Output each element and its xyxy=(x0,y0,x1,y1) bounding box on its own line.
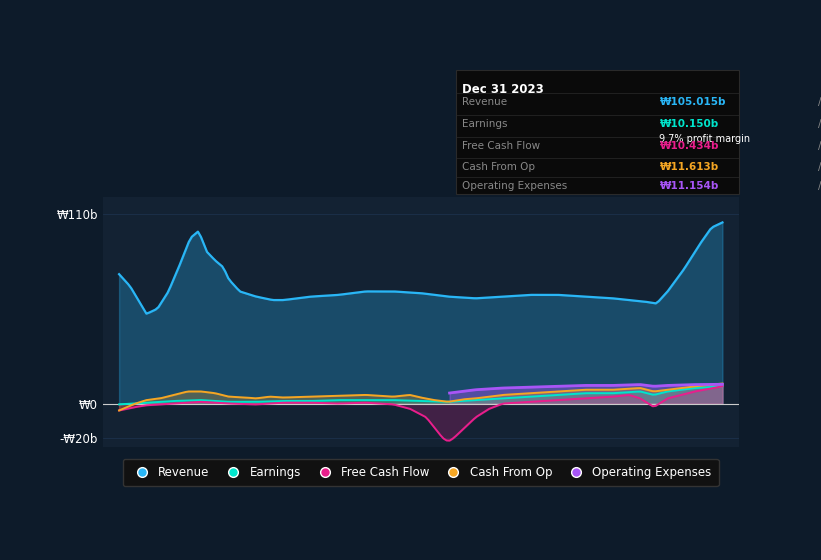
Legend: Revenue, Earnings, Free Cash Flow, Cash From Op, Operating Expenses: Revenue, Earnings, Free Cash Flow, Cash … xyxy=(123,459,718,486)
Text: ₩11.613b: ₩11.613b xyxy=(659,162,718,171)
Text: /yr: /yr xyxy=(819,162,821,171)
Text: Earnings: Earnings xyxy=(462,119,507,129)
Text: /yr: /yr xyxy=(819,97,821,107)
Text: ₩11.154b: ₩11.154b xyxy=(659,181,718,191)
Text: ₩10.150b: ₩10.150b xyxy=(659,119,718,129)
Text: /yr: /yr xyxy=(819,119,821,129)
Text: ₩105.015b: ₩105.015b xyxy=(659,97,726,107)
Text: Revenue: Revenue xyxy=(462,97,507,107)
Text: Dec 31 2023: Dec 31 2023 xyxy=(462,83,544,96)
Text: ₩10.434b: ₩10.434b xyxy=(659,141,719,151)
Text: Free Cash Flow: Free Cash Flow xyxy=(462,141,540,151)
Text: /yr: /yr xyxy=(819,141,821,151)
Text: /yr: /yr xyxy=(819,181,821,191)
Text: Operating Expenses: Operating Expenses xyxy=(462,181,567,191)
Text: Cash From Op: Cash From Op xyxy=(462,162,535,171)
FancyBboxPatch shape xyxy=(456,70,739,194)
Text: 9.7% profit margin: 9.7% profit margin xyxy=(659,134,750,144)
